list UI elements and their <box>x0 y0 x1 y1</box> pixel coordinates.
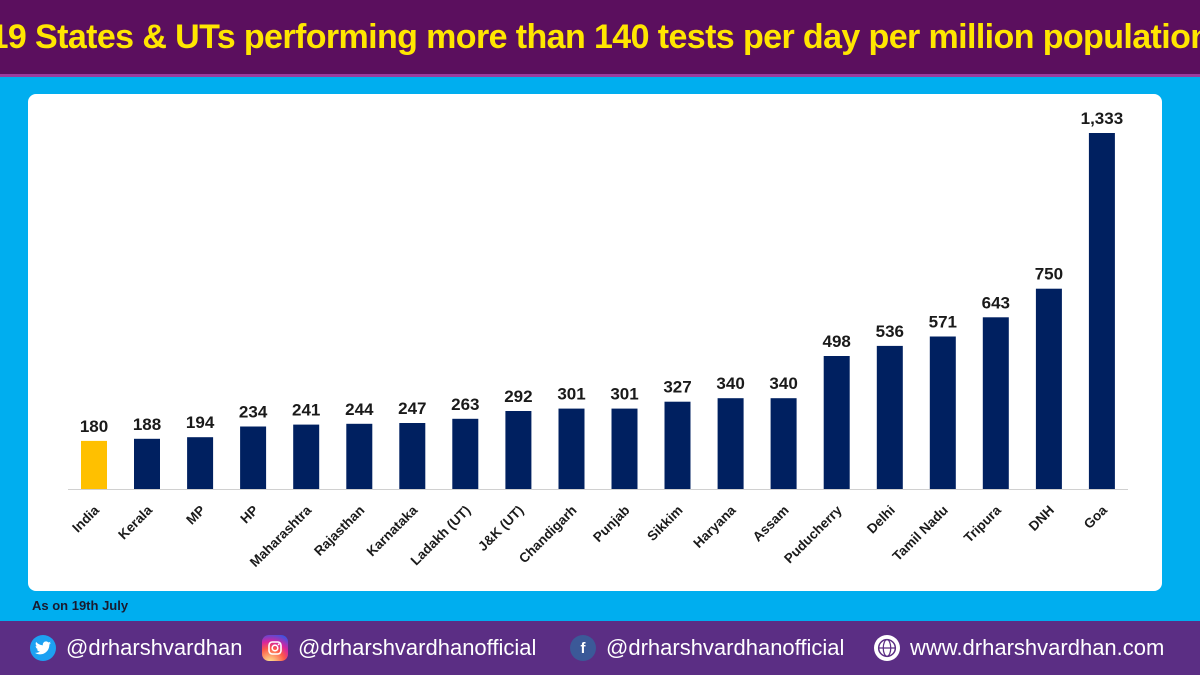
bar-rajasthan <box>346 423 373 489</box>
chart-panel: 180 India 188 Kerala 194 MP 234 HP 241 Maharashtr… <box>28 94 1162 591</box>
data-label: 498 <box>823 332 851 351</box>
bar-j-k-ut <box>505 411 532 489</box>
x-tick-label: Delhi <box>864 503 898 537</box>
x-tick-label: HP <box>237 503 261 527</box>
bar-tripura <box>982 317 1009 489</box>
twitter-handle[interactable]: @drharshvardhan <box>30 621 242 675</box>
data-label: 340 <box>716 374 744 393</box>
data-label: 340 <box>769 374 797 393</box>
facebook-handle-text: @drharshvardhanofficial <box>606 635 845 660</box>
bar-ladakh-ut <box>452 418 479 489</box>
data-label: 1,333 <box>1081 109 1124 128</box>
bar-haryana <box>717 398 744 489</box>
x-tick-label: Puducherry <box>781 502 845 566</box>
data-label: 292 <box>504 387 532 406</box>
x-tick-label: J&K (UT) <box>475 503 526 554</box>
twitter-handle-text: @drharshvardhan <box>66 635 243 660</box>
bar-puducherry <box>823 356 850 489</box>
x-tick-label: Punjab <box>590 503 632 545</box>
x-tick-label: Tamil Nadu <box>890 503 951 564</box>
date-footnote: As on 19th July <box>32 598 129 613</box>
instagram-icon <box>262 635 288 661</box>
data-label: 643 <box>982 293 1010 312</box>
x-tick-label: Chandigarh <box>516 503 580 567</box>
facebook-handle[interactable]: f @drharshvardhanofficial <box>570 621 844 675</box>
bar-assam <box>770 398 797 489</box>
x-tick-label: Kerala <box>115 502 155 542</box>
bar-goa <box>1088 133 1115 489</box>
data-label: 750 <box>1035 265 1063 284</box>
x-tick-label: Goa <box>1081 502 1111 532</box>
header-banner: 19 States & UTs performing more than 140… <box>0 0 1200 77</box>
bar-chandigarh <box>558 408 585 489</box>
data-label: 536 <box>876 322 904 341</box>
facebook-icon: f <box>570 635 596 661</box>
x-tick-label: MP <box>183 503 208 528</box>
x-tick-label: Assam <box>750 503 792 545</box>
website-link[interactable]: www.drharshvardhan.com <box>874 621 1164 675</box>
x-tick-label: Rajasthan <box>311 503 367 559</box>
globe-icon <box>874 635 900 661</box>
data-label: 188 <box>133 415 161 434</box>
x-tick-label: Haryana <box>690 502 739 551</box>
instagram-handle[interactable]: @drharshvardhanofficial <box>262 621 536 675</box>
data-label: 327 <box>663 378 691 397</box>
bar-punjab <box>611 408 638 489</box>
bar-mp <box>187 437 214 489</box>
bar-sikkim <box>664 401 691 489</box>
data-label: 194 <box>186 413 215 432</box>
bar-delhi <box>876 345 903 489</box>
data-label: 241 <box>292 401 320 420</box>
x-tick-label: India <box>69 502 102 535</box>
data-label: 301 <box>557 385 585 404</box>
data-label: 234 <box>239 403 268 422</box>
data-label: 180 <box>80 417 108 436</box>
social-footer: @drharshvardhan @drharshvardhanofficial … <box>0 621 1200 675</box>
data-label: 263 <box>451 395 479 414</box>
data-label: 244 <box>345 400 374 419</box>
x-tick-label: DNH <box>1026 503 1057 534</box>
bar-maharashtra <box>293 424 320 489</box>
bar-hp <box>240 426 267 489</box>
bar-chart: 180India188Kerala194MP234HP241Maharashtr… <box>68 109 1128 570</box>
x-tick-label: Karnataka <box>364 502 421 559</box>
twitter-icon <box>30 635 56 661</box>
website-link-text: www.drharshvardhan.com <box>910 635 1165 660</box>
bar-tamil-nadu <box>929 336 956 489</box>
data-label: 571 <box>929 313 957 332</box>
data-label: 301 <box>610 385 638 404</box>
instagram-handle-text: @drharshvardhanofficial <box>298 635 537 660</box>
bar-kerala <box>134 438 160 489</box>
x-tick-label: Sikkim <box>644 503 685 544</box>
bar-india <box>81 440 107 489</box>
page-title: 19 States & UTs performing more than 140… <box>0 17 1200 56</box>
bar-karnataka <box>399 423 426 489</box>
bar-dnh <box>1035 288 1062 489</box>
data-label: 247 <box>398 399 426 418</box>
x-tick-label: Tripura <box>961 502 1004 545</box>
